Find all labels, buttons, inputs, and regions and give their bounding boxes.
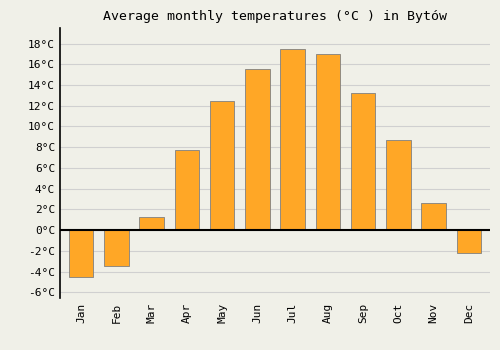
Title: Average monthly temperatures (°C ) in Bytów: Average monthly temperatures (°C ) in By…: [103, 10, 447, 23]
Bar: [69, 230, 94, 277]
Bar: [280, 49, 305, 230]
Bar: [174, 150, 199, 230]
Bar: [386, 140, 410, 230]
Bar: [140, 217, 164, 230]
Bar: [351, 93, 376, 230]
Bar: [422, 203, 446, 230]
Bar: [316, 54, 340, 230]
Bar: [245, 69, 270, 230]
Bar: [456, 230, 481, 253]
Bar: [210, 100, 234, 230]
Bar: [104, 230, 128, 266]
